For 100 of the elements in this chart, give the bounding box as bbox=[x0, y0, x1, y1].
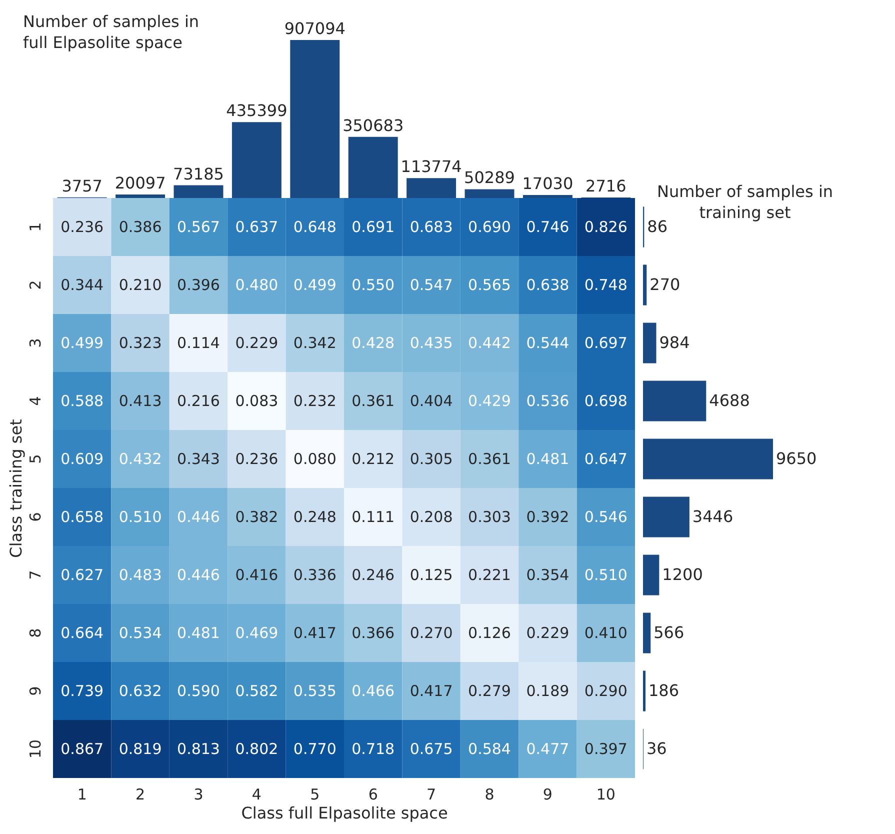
y-axis-title: Class training set bbox=[6, 419, 26, 558]
data-label: 0.236 bbox=[60, 218, 104, 236]
data-label: 0.748 bbox=[584, 276, 628, 294]
data-label: 0.392 bbox=[526, 508, 570, 526]
data-label: 0.477 bbox=[526, 740, 570, 758]
data-label: 0.126 bbox=[468, 624, 511, 642]
data-label: 0.446 bbox=[177, 508, 220, 526]
data-label: 50289 bbox=[464, 168, 515, 188]
data-label: 0.739 bbox=[60, 682, 104, 700]
data-label: 0.481 bbox=[177, 624, 220, 642]
data-label: 0.229 bbox=[526, 624, 570, 642]
data-label: 0.770 bbox=[293, 740, 336, 758]
y-tick-label: 7 bbox=[26, 570, 44, 580]
x-tick-label: 4 bbox=[252, 786, 262, 804]
data-label: 0.746 bbox=[526, 218, 570, 236]
data-label: 0.236 bbox=[235, 450, 278, 468]
data-label: 3446 bbox=[692, 507, 734, 526]
data-label: 0.279 bbox=[468, 682, 511, 700]
bar bbox=[643, 554, 660, 596]
data-label: 0.232 bbox=[293, 392, 336, 410]
data-label: 0.212 bbox=[352, 450, 395, 468]
data-label: 0.544 bbox=[526, 334, 570, 352]
data-label: 0.229 bbox=[235, 334, 278, 352]
data-label: 0.303 bbox=[468, 508, 511, 526]
bar bbox=[464, 189, 514, 198]
y-tick-label: 1 bbox=[26, 222, 44, 232]
data-label: 0.510 bbox=[118, 508, 162, 526]
data-label: 0.675 bbox=[410, 740, 453, 758]
data-label: 0.344 bbox=[60, 276, 104, 294]
bar bbox=[643, 264, 647, 306]
data-label: 0.396 bbox=[177, 276, 220, 294]
data-label: 0.536 bbox=[526, 392, 570, 410]
x-tick-label: 6 bbox=[368, 786, 378, 804]
x-tick-label: 1 bbox=[77, 786, 87, 804]
bar bbox=[643, 670, 646, 712]
data-label: 0.382 bbox=[235, 508, 278, 526]
data-label: 0.466 bbox=[352, 682, 395, 700]
data-label: 4688 bbox=[709, 391, 750, 410]
data-label: 0.627 bbox=[60, 566, 104, 584]
data-label: 0.361 bbox=[468, 450, 511, 468]
x-tick-label: 8 bbox=[484, 786, 494, 804]
data-label: 0.290 bbox=[584, 682, 628, 700]
data-label: 0.446 bbox=[177, 566, 220, 584]
data-label: 0.867 bbox=[60, 740, 104, 758]
data-label: 435399 bbox=[226, 101, 288, 120]
data-label: 0.565 bbox=[468, 276, 511, 294]
data-label: 984 bbox=[659, 333, 690, 352]
data-label: 0.208 bbox=[410, 508, 453, 526]
x-tick-label: 5 bbox=[310, 786, 320, 804]
data-label: 0.417 bbox=[410, 682, 453, 700]
data-label: 0.248 bbox=[293, 508, 336, 526]
data-label: 0.609 bbox=[60, 450, 104, 468]
data-label: 0.323 bbox=[118, 334, 162, 352]
data-label: 0.429 bbox=[468, 392, 511, 410]
data-label: 0.366 bbox=[352, 624, 395, 642]
y-tick-label: 5 bbox=[26, 454, 44, 464]
data-label: 0.428 bbox=[352, 334, 395, 352]
data-label: 0.342 bbox=[293, 334, 336, 352]
data-label: 0.590 bbox=[177, 682, 220, 700]
data-label: 0.432 bbox=[118, 450, 162, 468]
data-label: 0.637 bbox=[235, 218, 278, 236]
y-tick-label: 4 bbox=[26, 396, 44, 406]
data-label: 86 bbox=[647, 217, 668, 236]
data-label: 907094 bbox=[284, 19, 346, 38]
data-label: 0.664 bbox=[60, 624, 104, 642]
y-tick-label: 3 bbox=[26, 338, 44, 348]
data-label: 0.499 bbox=[60, 334, 104, 352]
data-label: 0.354 bbox=[526, 566, 570, 584]
data-label: 0.416 bbox=[235, 566, 278, 584]
data-label: 20097 bbox=[114, 174, 166, 192]
data-label: 0.210 bbox=[118, 276, 162, 294]
data-label: 0.802 bbox=[235, 740, 278, 758]
data-label: 0.718 bbox=[352, 740, 395, 758]
data-label: 0.547 bbox=[410, 276, 453, 294]
bar bbox=[643, 322, 656, 364]
data-label: 0.546 bbox=[584, 508, 628, 526]
data-label: 0.481 bbox=[526, 450, 570, 468]
data-label: 0.469 bbox=[235, 624, 278, 642]
y-tick-label: 8 bbox=[26, 628, 44, 638]
data-label: 0.442 bbox=[468, 334, 511, 352]
data-label: 113774 bbox=[400, 157, 462, 176]
x-tick-label: 3 bbox=[194, 786, 204, 804]
data-label: 0.343 bbox=[177, 450, 220, 468]
data-label: 9650 bbox=[776, 449, 817, 468]
data-label: 566 bbox=[654, 623, 684, 642]
data-label: 0.270 bbox=[410, 624, 453, 642]
data-label: 0.361 bbox=[352, 392, 395, 410]
x-axis-title: Class full Elpasolite space bbox=[241, 804, 448, 822]
data-label: 0.550 bbox=[352, 276, 395, 294]
data-label: 0.189 bbox=[526, 682, 570, 700]
data-label: 0.658 bbox=[60, 508, 104, 526]
data-label: 3757 bbox=[62, 176, 102, 196]
data-label: 36 bbox=[646, 739, 667, 758]
data-label: 0.111 bbox=[352, 508, 395, 526]
bar bbox=[643, 438, 773, 480]
data-label: 0.510 bbox=[584, 566, 628, 584]
data-label: 0.813 bbox=[177, 740, 220, 758]
data-label: 0.567 bbox=[177, 218, 220, 236]
data-label: 0.417 bbox=[293, 624, 336, 642]
data-label: 0.410 bbox=[584, 624, 628, 642]
